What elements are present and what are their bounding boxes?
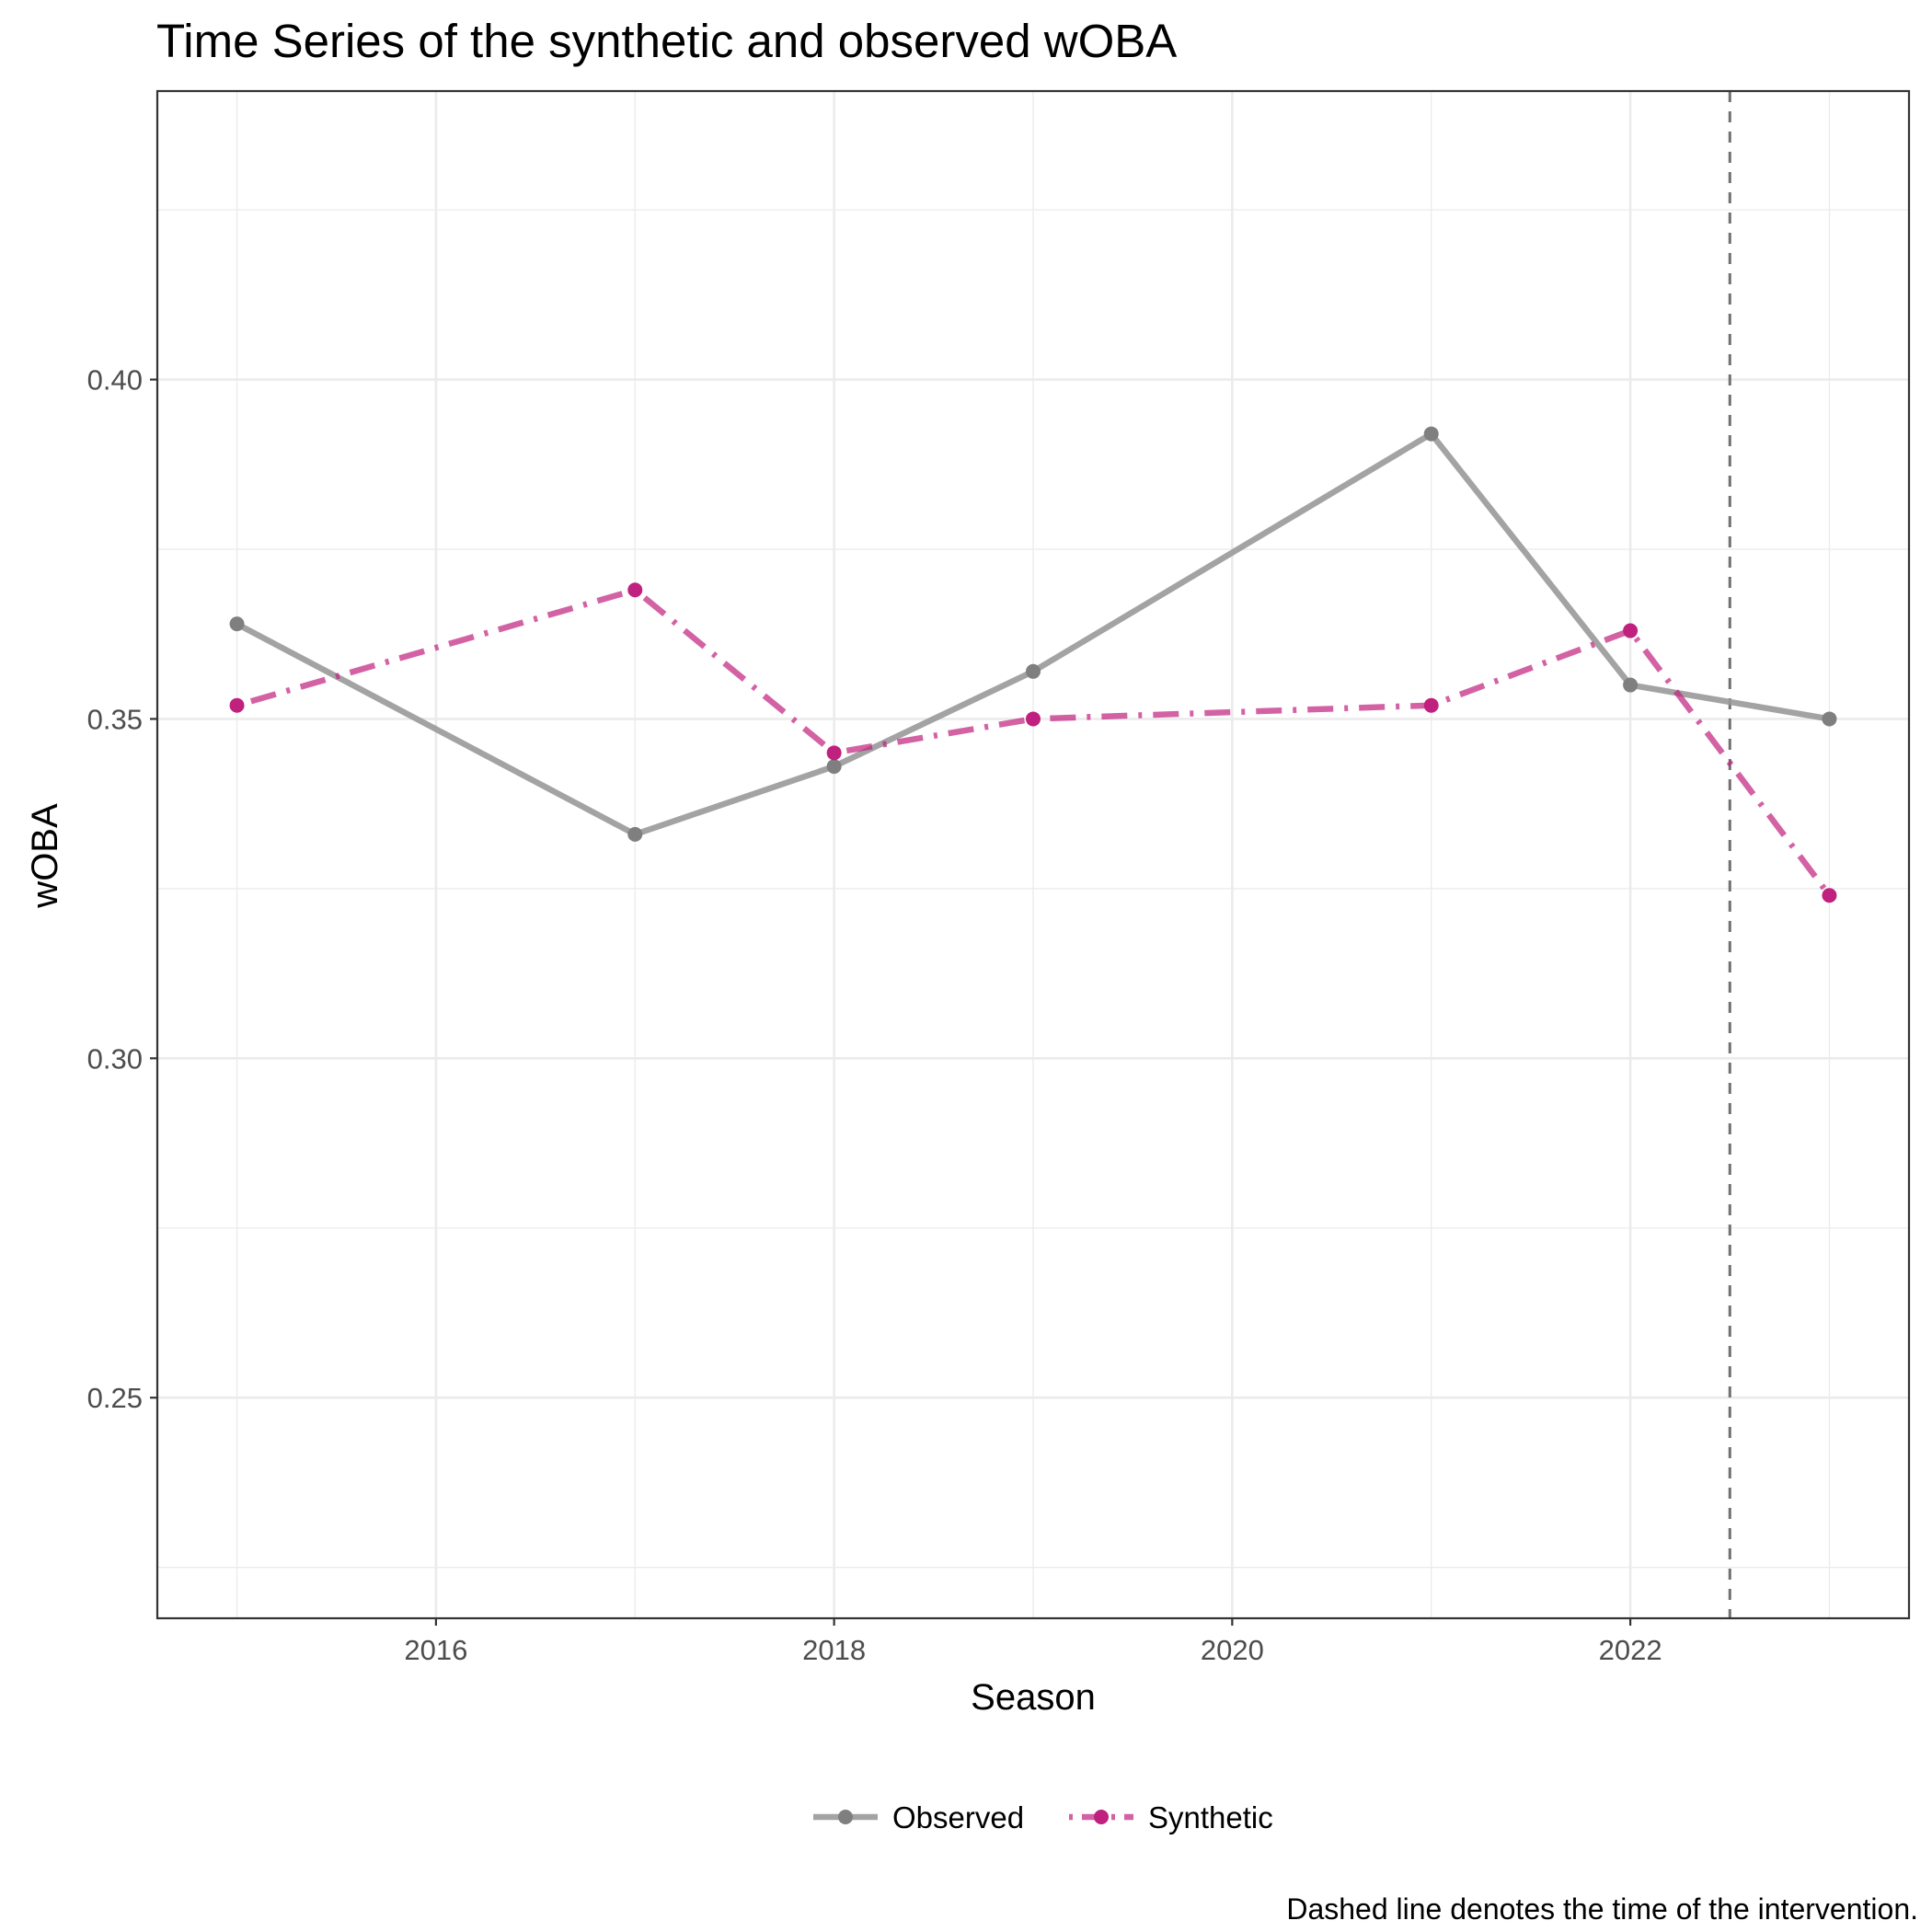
data-point-synthetic	[1026, 711, 1041, 727]
y-tick-label: 0.40	[87, 364, 143, 397]
data-point-synthetic	[627, 582, 643, 598]
x-tick-label: 2018	[802, 1634, 866, 1666]
data-point-observed	[826, 759, 842, 775]
data-point-observed	[1623, 677, 1639, 693]
y-tick-label: 0.35	[87, 703, 143, 735]
legend-label-observed: Observed	[892, 1800, 1024, 1834]
legend: Observed Synthetic	[813, 1800, 1273, 1834]
x-axis-title: Season	[971, 1677, 1096, 1718]
chart-caption: Dashed line denotes the time of the inte…	[1286, 1892, 1918, 1926]
data-point-synthetic	[1623, 623, 1639, 638]
data-point-synthetic	[826, 745, 842, 761]
series-layer	[229, 426, 1837, 903]
data-point-observed	[229, 616, 245, 632]
data-point-observed	[1822, 711, 1837, 727]
data-point-observed	[1423, 426, 1439, 442]
chart-title: Time Series of the synthetic and observe…	[156, 15, 1177, 67]
x-axis: 2016 2018 2020 2022	[404, 1618, 1662, 1666]
y-axis: 0.25 0.30 0.35 0.40	[87, 364, 157, 1414]
x-tick-label: 2020	[1201, 1634, 1264, 1666]
plot-border	[155, 89, 1911, 1620]
legend-label-synthetic: Synthetic	[1148, 1800, 1273, 1834]
data-point-observed	[627, 826, 643, 842]
data-point-synthetic	[1822, 888, 1837, 903]
y-axis-title: wOBA	[25, 803, 65, 909]
y-tick-label: 0.30	[87, 1042, 143, 1075]
x-tick-label: 2022	[1599, 1634, 1662, 1666]
legend-key-point-synthetic	[1094, 1810, 1109, 1824]
grid-major	[157, 91, 1909, 1618]
x-tick-label: 2016	[404, 1634, 467, 1666]
legend-key-point-observed	[838, 1810, 853, 1824]
grid-minor	[157, 91, 1909, 1618]
data-point-observed	[1026, 663, 1041, 679]
data-point-synthetic	[229, 697, 245, 713]
data-point-synthetic	[1423, 697, 1439, 713]
y-tick-label: 0.25	[87, 1382, 143, 1414]
